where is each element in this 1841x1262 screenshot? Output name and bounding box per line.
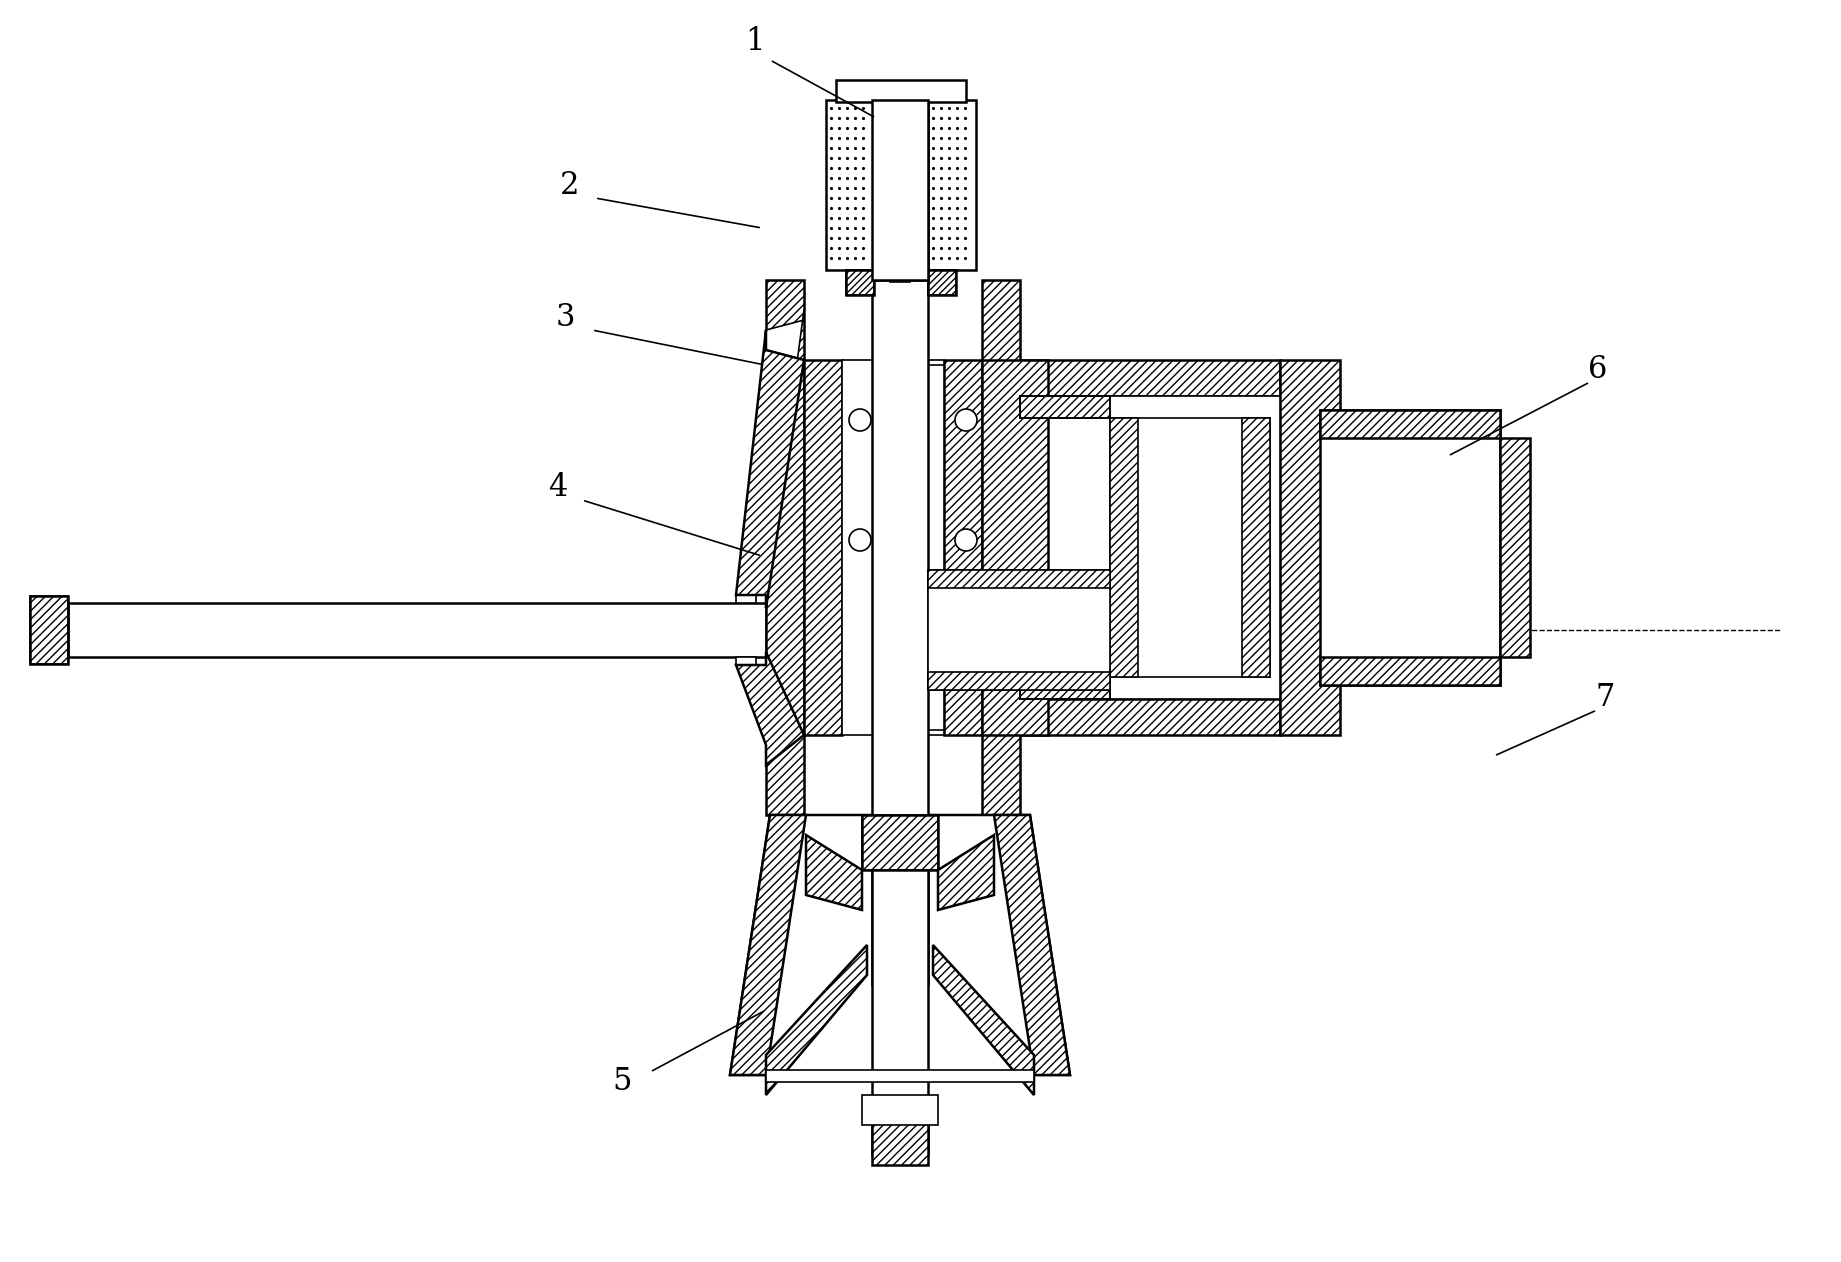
- Polygon shape: [994, 815, 1070, 1075]
- Bar: [889, 250, 909, 281]
- Bar: [805, 360, 841, 734]
- Text: 4: 4: [549, 472, 567, 504]
- Text: 5: 5: [613, 1066, 631, 1098]
- Polygon shape: [736, 652, 805, 765]
- Bar: [873, 870, 928, 1155]
- Bar: [836, 80, 967, 102]
- Bar: [909, 100, 928, 270]
- Bar: [1500, 438, 1530, 658]
- Bar: [68, 603, 766, 658]
- Bar: [1110, 418, 1138, 676]
- Bar: [862, 815, 939, 870]
- Bar: [873, 140, 928, 986]
- Bar: [862, 1095, 939, 1124]
- Bar: [736, 594, 757, 603]
- Bar: [805, 815, 839, 851]
- Text: 6: 6: [1589, 355, 1607, 385]
- Bar: [873, 1116, 928, 1165]
- Bar: [874, 270, 928, 280]
- Bar: [827, 100, 874, 270]
- Bar: [873, 100, 928, 280]
- Bar: [847, 270, 874, 295]
- Bar: [736, 658, 757, 665]
- Bar: [1020, 676, 1110, 699]
- Polygon shape: [766, 945, 867, 1095]
- Bar: [1320, 410, 1500, 685]
- Bar: [1279, 360, 1340, 734]
- Bar: [1020, 396, 1110, 418]
- Bar: [841, 360, 944, 734]
- Bar: [1320, 410, 1500, 438]
- Bar: [928, 100, 976, 270]
- Circle shape: [955, 409, 978, 432]
- Bar: [874, 100, 893, 270]
- Text: 3: 3: [556, 303, 574, 333]
- Bar: [928, 570, 1110, 690]
- Bar: [944, 360, 981, 734]
- Bar: [766, 280, 805, 815]
- Bar: [981, 360, 1048, 734]
- Bar: [1243, 418, 1270, 676]
- Bar: [1020, 676, 1110, 699]
- Polygon shape: [766, 310, 805, 594]
- Bar: [928, 671, 1110, 690]
- Polygon shape: [933, 945, 1035, 1095]
- Bar: [847, 270, 874, 295]
- Bar: [1020, 699, 1279, 734]
- Bar: [1320, 658, 1500, 685]
- Bar: [1110, 418, 1270, 676]
- Circle shape: [955, 529, 978, 551]
- Bar: [29, 596, 68, 664]
- Bar: [766, 1070, 1035, 1082]
- Bar: [874, 100, 928, 270]
- Text: 7: 7: [1596, 683, 1615, 713]
- Bar: [29, 596, 68, 664]
- Bar: [928, 570, 1110, 588]
- Polygon shape: [939, 835, 994, 910]
- Text: 2: 2: [560, 169, 580, 201]
- Bar: [981, 280, 1020, 815]
- Text: 1: 1: [746, 27, 764, 58]
- Circle shape: [849, 529, 871, 551]
- Bar: [1020, 360, 1279, 396]
- Bar: [862, 815, 939, 870]
- Polygon shape: [736, 329, 805, 608]
- Circle shape: [849, 409, 871, 432]
- Bar: [928, 365, 944, 729]
- Polygon shape: [731, 815, 806, 1075]
- Polygon shape: [731, 815, 1070, 1075]
- Bar: [928, 270, 955, 295]
- Bar: [1020, 396, 1279, 699]
- Bar: [1020, 396, 1110, 418]
- Polygon shape: [806, 835, 862, 910]
- Bar: [928, 270, 955, 295]
